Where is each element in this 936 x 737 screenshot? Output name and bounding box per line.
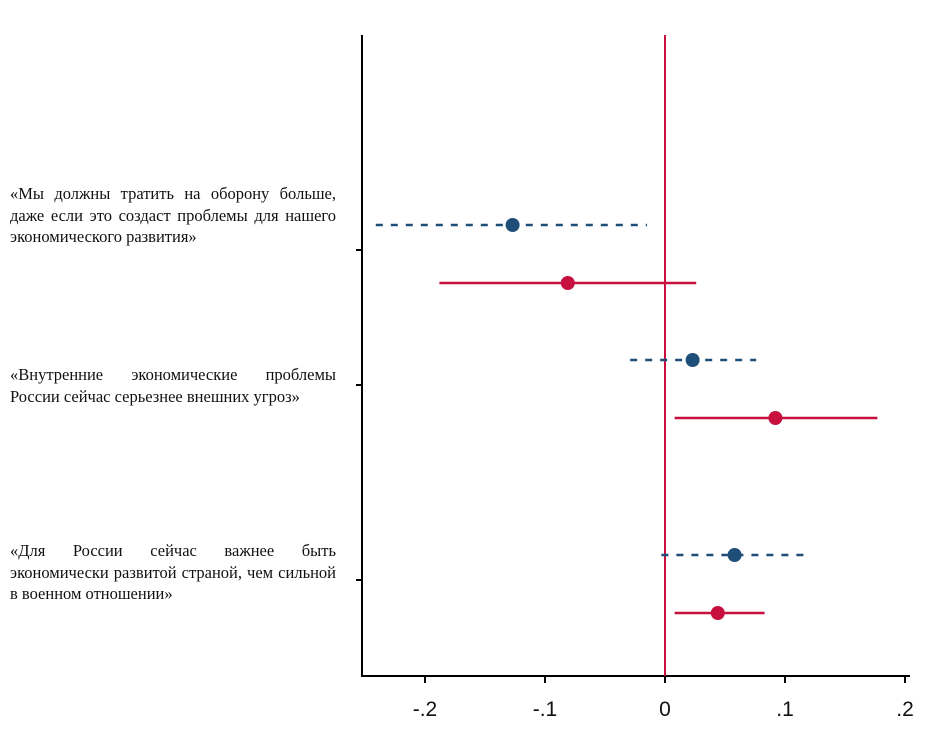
point-estimate-series1-row2	[710, 606, 725, 620]
point-estimate-series1-row1	[768, 411, 783, 425]
x-tick-label-1: -.1	[533, 698, 558, 721]
point-estimate-series1-row0	[560, 276, 575, 290]
x-tick-label-2: 0	[659, 698, 671, 721]
category-label-0: «Мы должны тратить на оборону больше, да…	[10, 184, 336, 246]
x-tick-label-4: .2	[896, 698, 914, 721]
point-estimate-series0-row0	[505, 218, 520, 232]
category-label-1: «Внутренние экономические проблемы Росси…	[10, 365, 336, 406]
category-label-2: «Для России сейчас важнее быть экономиче…	[10, 541, 336, 603]
x-tick-label-3: .1	[776, 698, 794, 721]
point-estimate-series0-row2	[727, 548, 742, 562]
x-tick-label-0: -.2	[413, 698, 438, 721]
point-estimate-series0-row1	[685, 353, 700, 367]
